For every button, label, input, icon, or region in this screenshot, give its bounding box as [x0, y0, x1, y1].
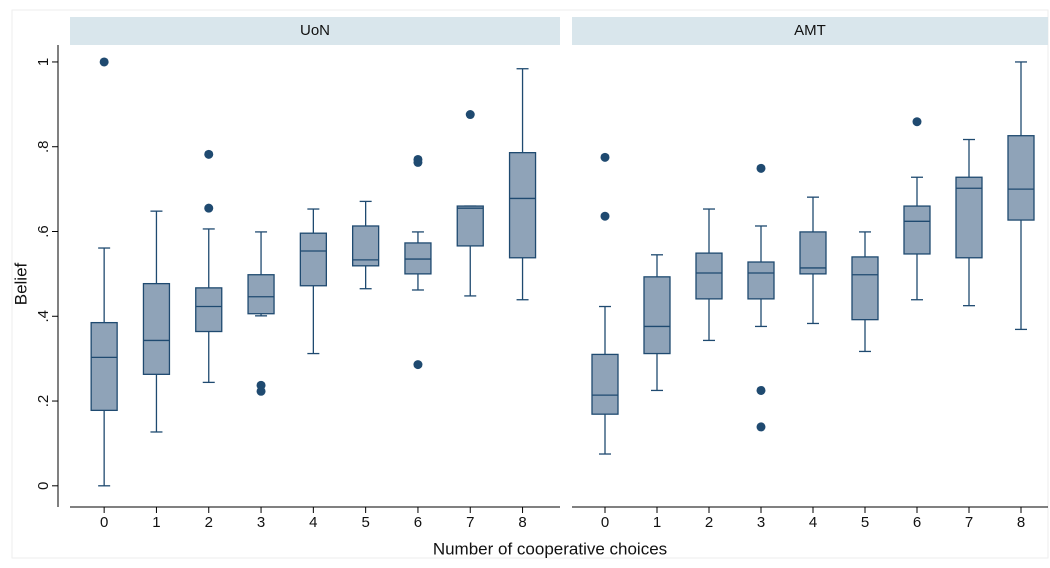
outlier — [204, 203, 214, 213]
x-tick-label: 3 — [757, 514, 765, 531]
x-tick-label: 4 — [309, 514, 317, 531]
outlier — [413, 360, 423, 370]
y-tick-label: 1 — [35, 58, 52, 66]
box — [591, 353, 619, 415]
outlier — [465, 110, 475, 120]
x-tick-label: 0 — [100, 514, 108, 531]
outlier — [204, 149, 214, 159]
x-tick-label: 7 — [965, 514, 973, 531]
x-tick-label: 1 — [152, 514, 160, 531]
outlier — [256, 386, 266, 396]
x-tick-label: 5 — [861, 514, 869, 531]
x-tick-label: 5 — [361, 514, 369, 531]
x-tick-label: 3 — [257, 514, 265, 531]
y-tick-label: .8 — [35, 140, 52, 153]
box — [747, 261, 775, 300]
box — [195, 287, 223, 333]
box — [1007, 135, 1035, 221]
x-tick-label: 1 — [653, 514, 661, 531]
box — [508, 152, 537, 259]
outlier — [756, 163, 766, 173]
outlier — [912, 117, 922, 127]
panel-strip — [572, 17, 1048, 45]
x-tick-label: 6 — [414, 514, 422, 531]
box — [299, 232, 328, 287]
y-tick-label: .2 — [35, 395, 52, 408]
x-tick-label: 0 — [601, 514, 609, 531]
box — [90, 321, 118, 412]
y-tick-label: .6 — [35, 225, 52, 238]
y-axis-title: Belief — [11, 262, 30, 305]
box — [247, 274, 275, 315]
box — [142, 282, 171, 375]
outlier — [756, 385, 766, 395]
box — [351, 225, 380, 267]
x-tick-label: 6 — [913, 514, 921, 531]
outlier — [99, 57, 109, 67]
outlier — [413, 157, 423, 167]
box — [456, 205, 484, 247]
box — [643, 276, 671, 355]
box — [955, 176, 983, 259]
panel-title: AMT — [794, 22, 826, 39]
y-tick-label: 0 — [35, 482, 52, 490]
x-tick-label: 8 — [1017, 514, 1025, 531]
x-tick-label: 7 — [466, 514, 474, 531]
box — [851, 256, 879, 321]
outlier — [756, 422, 766, 432]
outlier — [600, 211, 610, 221]
box — [799, 231, 827, 275]
x-axis-title: Number of cooperative choices — [433, 539, 667, 558]
y-tick-label: .4 — [35, 310, 52, 323]
x-tick-label: 2 — [705, 514, 713, 531]
box — [903, 205, 931, 255]
outlier — [600, 152, 610, 162]
x-tick-label: 4 — [809, 514, 817, 531]
panel-strip — [70, 17, 560, 45]
box — [695, 252, 723, 300]
x-tick-label: 2 — [205, 514, 213, 531]
x-tick-label: 8 — [518, 514, 526, 531]
panel-title: UoN — [300, 22, 330, 39]
